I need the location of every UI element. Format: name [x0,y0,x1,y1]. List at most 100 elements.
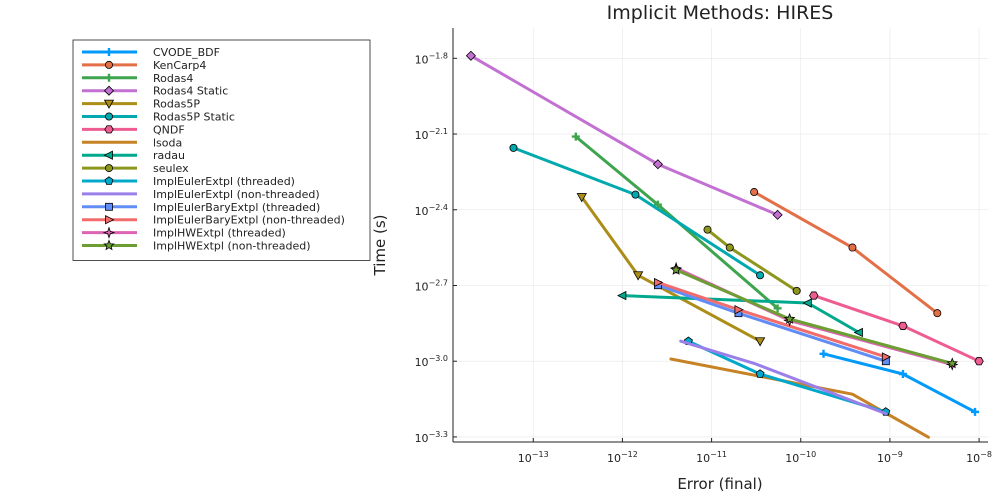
series-seulex [703,225,801,295]
series-qndf [809,291,984,366]
data-point [819,349,828,358]
legend-marker [105,202,113,211]
legend-label: radau [153,149,185,162]
x-tick-label: 10−12 [607,450,638,465]
data-point [933,309,942,318]
legend-label: seulex [153,162,189,175]
axes: 10−13 10−12 10−11 10−10 10−9 10−8 10−1.8 10−2.1… [415,28,992,465]
legend-label: Rodas5P [153,98,200,111]
series-rodas5p-static [509,143,765,280]
data-point [898,369,907,378]
legend-label: KenCarp4 [153,59,206,72]
legend-label: QNDF [153,123,185,136]
legend-marker [105,215,115,225]
data-point [783,312,796,324]
data-point [465,50,476,61]
data-point [802,298,812,308]
data-point [974,357,984,366]
series-line [674,266,954,367]
series-line [812,294,981,363]
legend-label: ImplEulerExtpl (threaded) [153,175,295,188]
data-point [754,337,766,347]
legend-marker [103,150,113,160]
data-point [509,143,518,152]
x-tick-label: 10−11 [696,450,727,465]
data-point [809,291,819,300]
series-line [512,146,762,277]
legend-label: ImplHWExtpl (non-threaded) [153,240,311,253]
data-point [632,271,644,281]
data-point [703,225,712,234]
data-point [653,277,664,288]
chart-title: Implicit Methods: HIRES [607,2,834,24]
data-point [652,159,663,170]
legend-marker [103,239,115,251]
series-impleulerbaryextpl-non-threaded [653,277,892,362]
y-tick-label: 10−2.4 [415,203,448,218]
legend-marker [103,99,115,109]
data-point [792,286,801,295]
data-point [571,132,580,141]
legend-label: Rodas5P Static [153,111,235,124]
data-point [653,200,662,209]
y-tick-label: 10−3.3 [415,430,448,445]
series-radau [617,290,863,338]
legend-label: Rodas4 [153,72,193,85]
data-point [772,209,783,220]
data-point [881,352,892,362]
legend-marker [105,164,114,173]
x-axis-title: Error (final) [677,475,762,493]
series-line [752,190,939,315]
data-point [576,193,587,203]
grid [453,28,988,442]
legend-marker [105,48,113,56]
x-tick-label: 10−10 [785,450,816,465]
series-group [465,50,984,439]
legend-label: CVODE_BDF [153,46,220,59]
data-point [725,243,734,252]
data-point [755,369,765,378]
legend-marker [105,60,114,69]
data-point [617,290,627,301]
data-point [946,357,959,369]
series-line [669,357,930,439]
legend-label: ImplHWExtpl (threaded) [153,227,286,240]
data-point [898,321,908,330]
y-tick-label: 10−2.1 [415,127,448,142]
data-point [756,271,765,280]
y-tick-label: 10−3.0 [415,354,448,369]
data-point [670,263,682,275]
series-kencarp4 [750,188,942,318]
data-point [848,243,857,252]
legend-label: ImplEulerBaryExtpl (non-threaded) [153,214,345,227]
y-tick-label: 10−2.7 [415,278,448,293]
legend-marker [105,73,113,82]
series-rodas5p [576,193,766,347]
legend-label: ImplEulerBaryExtpl (threaded) [153,201,320,214]
y-axis-title: Time (s) [371,215,389,277]
series-rodas4-static [465,50,783,220]
data-point [750,188,759,197]
legend-label: ImplEulerExtpl (non-threaded) [153,188,320,201]
series-line [656,283,888,363]
data-point [773,304,782,313]
x-tick-label: 10−13 [518,450,549,465]
legend-marker [104,176,114,185]
series-line [679,339,888,416]
data-point [853,327,863,338]
legend-marker [105,112,114,121]
legend-label: Rodas4 Static [153,85,228,98]
x-tick-label: 10−9 [877,450,903,465]
series-implhwextpl-non-threaded [670,263,959,369]
series-lsoda [669,357,930,439]
series-rodas4 [571,132,782,313]
series-cvode-bdf [819,349,980,416]
y-tick-label: 10−1.8 [415,51,448,66]
plot-area: 10−13 10−12 10−11 10−10 10−9 10−8 10−1.8 10−2.1… [415,28,992,465]
data-point [734,305,744,315]
data-point [971,407,980,416]
legend-marker [103,85,115,96]
legend-marker [104,125,114,134]
